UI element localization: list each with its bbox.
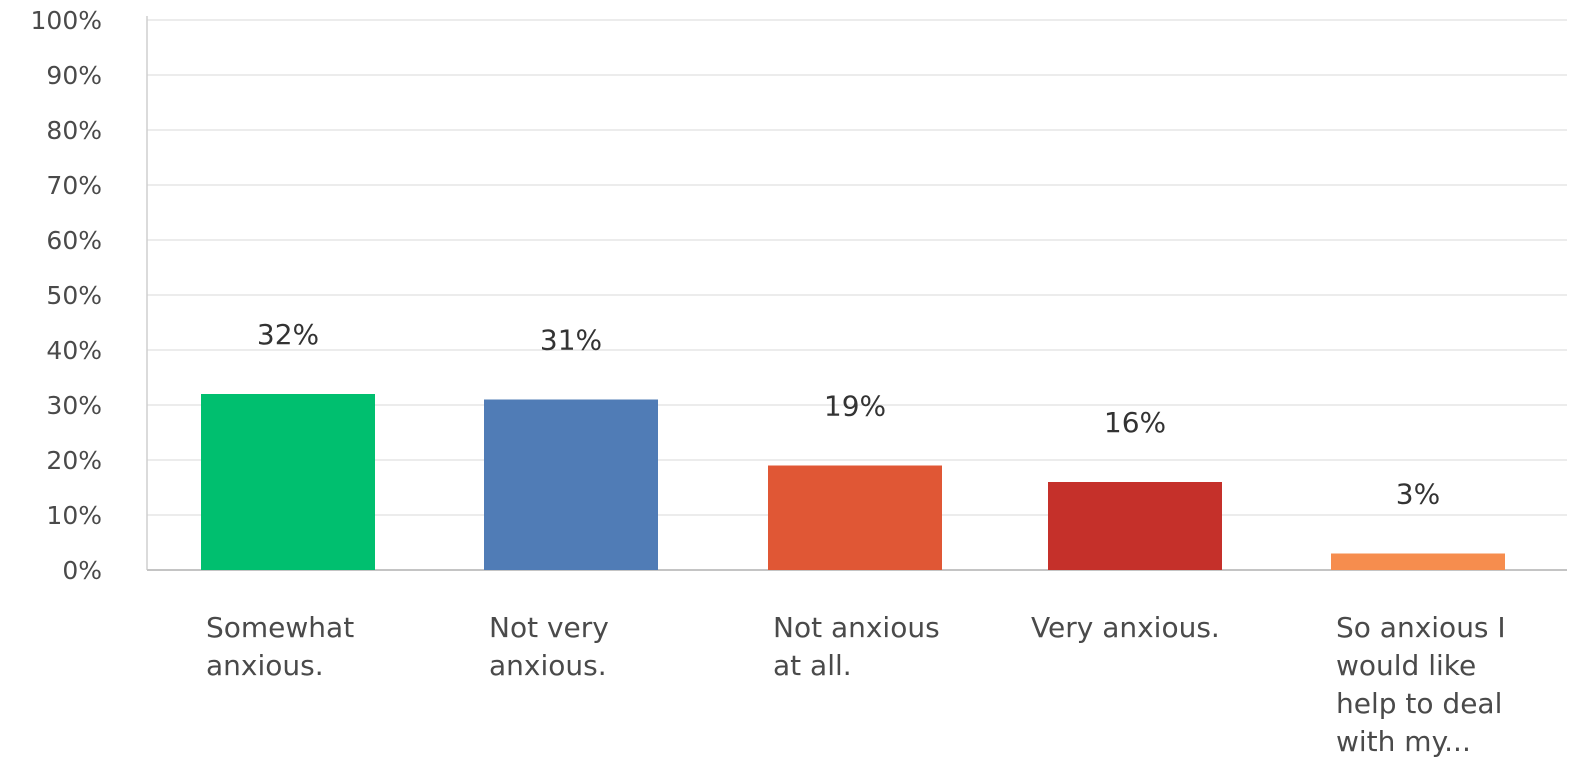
bar-value-label: 3% bbox=[1396, 478, 1440, 511]
y-tick-label: 20% bbox=[46, 446, 102, 475]
bar bbox=[201, 394, 375, 570]
y-tick-label: 30% bbox=[46, 391, 102, 420]
x-category-label: Somewhat bbox=[206, 611, 354, 644]
bar bbox=[1048, 482, 1222, 570]
bar bbox=[768, 465, 942, 570]
bar-value-label: 16% bbox=[1104, 406, 1166, 439]
gridlines bbox=[147, 19, 1567, 516]
y-tick-label: 90% bbox=[46, 61, 102, 90]
x-category-label: at all. bbox=[773, 649, 852, 682]
y-tick-label: 50% bbox=[46, 281, 102, 310]
x-category-label: anxious. bbox=[206, 649, 324, 682]
x-category-label: Not very bbox=[489, 611, 609, 644]
labels: 0% 10% 20% 30% 40% 50% 60% 70% 80% 90% 100% 32% Some… bbox=[31, 6, 1506, 758]
y-tick-label: 10% bbox=[46, 501, 102, 530]
x-category-label: anxious. bbox=[489, 649, 607, 682]
x-category-label: Very anxious. bbox=[1031, 611, 1220, 644]
y-tick-label: 0% bbox=[62, 556, 102, 585]
bar-value-label: 31% bbox=[540, 324, 602, 357]
bar bbox=[484, 399, 658, 570]
x-category-label: would like bbox=[1336, 649, 1476, 682]
y-tick-label: 70% bbox=[46, 171, 102, 200]
bar-value-label: 19% bbox=[824, 390, 886, 423]
x-category-label: Not anxious bbox=[773, 611, 940, 644]
x-category-label: help to deal bbox=[1336, 687, 1502, 720]
y-tick-label: 40% bbox=[46, 336, 102, 365]
bars bbox=[201, 394, 1505, 570]
x-category-label: So anxious I bbox=[1336, 611, 1506, 644]
y-tick-label: 60% bbox=[46, 226, 102, 255]
y-tick-label: 80% bbox=[46, 116, 102, 145]
x-category-label: with my... bbox=[1336, 725, 1471, 758]
bar bbox=[1331, 553, 1505, 570]
y-tick-label: 100% bbox=[31, 6, 102, 35]
bar-value-label: 32% bbox=[257, 318, 319, 351]
